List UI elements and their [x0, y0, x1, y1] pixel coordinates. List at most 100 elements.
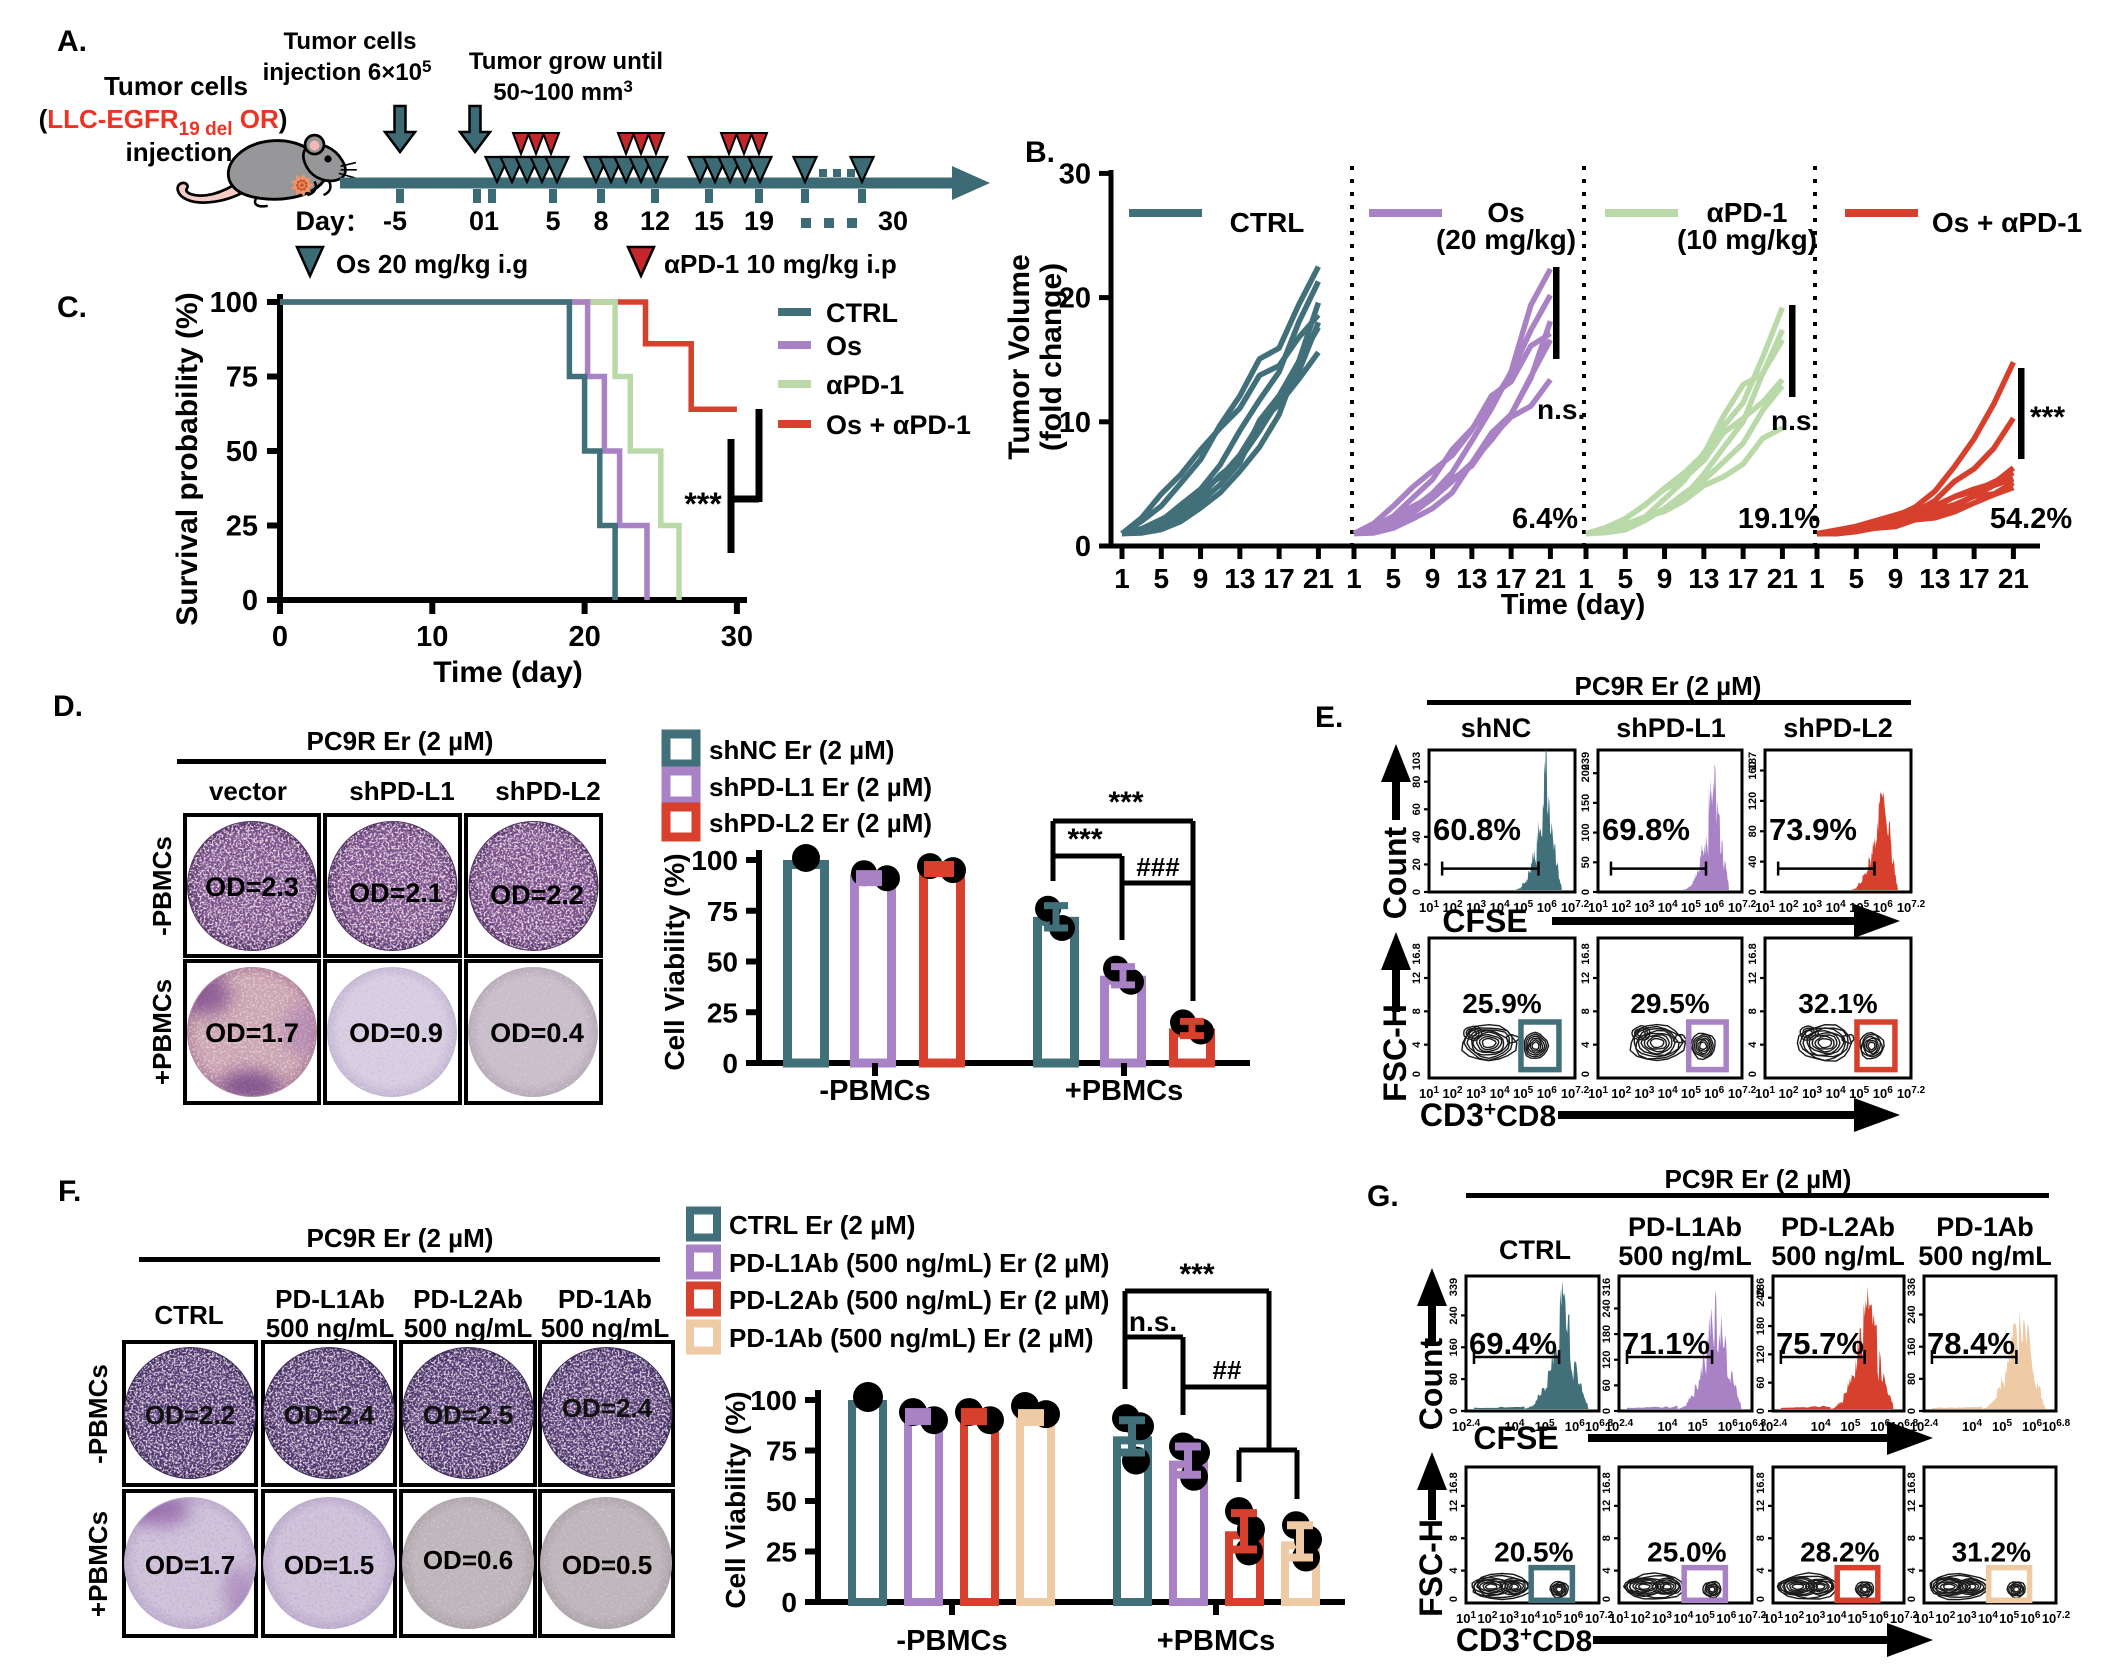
svg-text:21: 21 — [1767, 563, 1798, 594]
svg-text:106: 106 — [1563, 1610, 1583, 1626]
svg-text:5: 5 — [1385, 563, 1401, 594]
svg-text:102.4: 102.4 — [1759, 1418, 1788, 1434]
svg-text:5: 5 — [1848, 563, 1864, 594]
svg-text:16.8: 16.8 — [1747, 943, 1759, 964]
svg-text:8: 8 — [1601, 1535, 1613, 1541]
svg-text:αPD-1: αPD-1 — [1706, 197, 1787, 228]
svg-text:29.5%: 29.5% — [1630, 988, 1709, 1019]
svg-text:0: 0 — [781, 1587, 797, 1618]
svg-text:4: 4 — [1448, 1567, 1460, 1574]
svg-text:17: 17 — [1728, 563, 1759, 594]
svg-text:D.: D. — [53, 690, 83, 723]
svg-text:105: 105 — [1992, 1418, 2012, 1434]
svg-text:8: 8 — [593, 206, 608, 236]
svg-text:Time (day): Time (day) — [433, 656, 583, 689]
svg-text:106.8: 106.8 — [2042, 1418, 2071, 1434]
svg-text:OD=2.4: OD=2.4 — [284, 1400, 375, 1430]
svg-text:(20 mg/kg): (20 mg/kg) — [1436, 224, 1576, 255]
svg-text:OD=0.5: OD=0.5 — [562, 1550, 652, 1580]
svg-text:104: 104 — [1826, 899, 1846, 915]
svg-text:Tumor grow until: Tumor grow until — [469, 48, 663, 75]
svg-text:shPD-L1 Er (2 µM): shPD-L1 Er (2 µM) — [709, 772, 932, 802]
svg-text:0: 0 — [1755, 1408, 1767, 1414]
svg-text:25.0%: 25.0% — [1647, 1537, 1726, 1568]
svg-text:40: 40 — [1411, 831, 1423, 843]
svg-text:160: 160 — [1906, 1338, 1918, 1356]
svg-text:Tumor Volume: Tumor Volume — [1003, 254, 1036, 460]
svg-text:105: 105 — [1849, 1085, 1869, 1101]
svg-text:Count: Count — [1377, 826, 1413, 919]
svg-text:PC9R Er (2 µM): PC9R Er (2 µM) — [307, 1223, 494, 1253]
svg-text:9: 9 — [1193, 563, 1209, 594]
svg-text:100: 100 — [210, 287, 258, 319]
svg-text:n.s.: n.s. — [1129, 1306, 1177, 1337]
svg-text:31.2%: 31.2% — [1952, 1537, 2031, 1568]
svg-text:FSC-H: FSC-H — [1377, 1004, 1413, 1102]
svg-text:OD=2.3: OD=2.3 — [205, 872, 299, 902]
svg-text:1: 1 — [1346, 563, 1362, 594]
svg-text:0: 0 — [1906, 1596, 1918, 1602]
svg-text:+PBMCs: +PBMCs — [1065, 1075, 1183, 1107]
svg-text:0: 0 — [1448, 1408, 1460, 1414]
svg-text:0: 0 — [272, 621, 288, 653]
svg-text:103: 103 — [1634, 899, 1654, 915]
svg-text:120: 120 — [1755, 1345, 1767, 1363]
svg-text:104: 104 — [1811, 1418, 1831, 1434]
svg-text:50: 50 — [1580, 856, 1592, 868]
svg-text:101: 101 — [1755, 1085, 1775, 1101]
svg-text:Tumor cells: Tumor cells — [104, 71, 248, 101]
svg-text:239: 239 — [1580, 752, 1592, 770]
svg-text:OD=2.1: OD=2.1 — [349, 878, 443, 908]
svg-text:8: 8 — [1448, 1535, 1460, 1541]
svg-text:B.: B. — [1025, 136, 1055, 169]
svg-text:75.7%: 75.7% — [1776, 1326, 1864, 1361]
svg-text:0: 0 — [1755, 1596, 1767, 1602]
svg-text:103: 103 — [1411, 752, 1423, 770]
svg-text:240: 240 — [1448, 1306, 1460, 1324]
svg-text:shPD-L2: shPD-L2 — [495, 776, 600, 806]
svg-text:78.4%: 78.4% — [1927, 1326, 2015, 1361]
svg-text:102: 102 — [1630, 1610, 1650, 1626]
svg-text:60: 60 — [1411, 803, 1423, 815]
svg-text:CTRL: CTRL — [1230, 207, 1305, 238]
svg-text:75: 75 — [766, 1436, 797, 1467]
svg-text:5: 5 — [1153, 563, 1169, 594]
svg-text:102.4: 102.4 — [1605, 1418, 1634, 1434]
svg-text:107.2: 107.2 — [1561, 899, 1590, 915]
svg-text:103: 103 — [1802, 1085, 1822, 1101]
svg-text:6.4%: 6.4% — [1512, 503, 1578, 535]
svg-text:n.s.: n.s. — [1537, 394, 1585, 425]
svg-text:17: 17 — [1959, 563, 1990, 594]
svg-text:16.8: 16.8 — [1755, 1472, 1767, 1493]
svg-text:5: 5 — [545, 206, 560, 236]
svg-text:OD=1.5: OD=1.5 — [284, 1550, 374, 1580]
svg-text:##: ## — [1213, 1355, 1242, 1385]
svg-text:***: *** — [1108, 786, 1143, 819]
svg-text:200: 200 — [1580, 764, 1592, 782]
svg-text:12: 12 — [1747, 972, 1759, 984]
svg-text:13: 13 — [1456, 563, 1487, 594]
svg-text:102: 102 — [1611, 899, 1631, 915]
svg-text:8: 8 — [1755, 1535, 1767, 1541]
svg-text:50~100 mm3: 50~100 mm3 — [493, 77, 633, 106]
svg-text:106: 106 — [1869, 1610, 1889, 1626]
svg-text:101: 101 — [1755, 899, 1775, 915]
svg-text:injection 6×105: injection 6×105 — [263, 57, 432, 86]
svg-text:PD-1Ab (500 ng/mL) Er (2 µM): PD-1Ab (500 ng/mL) Er (2 µM) — [729, 1323, 1094, 1353]
svg-text:CFSE: CFSE — [1442, 903, 1527, 939]
svg-text:16.8: 16.8 — [1601, 1472, 1613, 1493]
svg-text:OD=2.5: OD=2.5 — [423, 1400, 513, 1430]
svg-text:12: 12 — [640, 206, 670, 236]
svg-text:20.5%: 20.5% — [1494, 1537, 1573, 1568]
svg-text:injection: injection — [126, 137, 233, 167]
svg-text:-PBMCs: -PBMCs — [147, 836, 177, 936]
svg-text:60: 60 — [1755, 1377, 1767, 1389]
svg-text:187: 187 — [1747, 752, 1759, 770]
svg-text:***: *** — [1067, 823, 1102, 856]
svg-text:16.8: 16.8 — [1411, 943, 1423, 964]
svg-text:12: 12 — [1906, 1500, 1918, 1512]
svg-text:120: 120 — [1601, 1351, 1613, 1369]
svg-text:13: 13 — [1688, 563, 1719, 594]
svg-text:9: 9 — [1888, 563, 1904, 594]
svg-text:4: 4 — [1906, 1567, 1918, 1574]
